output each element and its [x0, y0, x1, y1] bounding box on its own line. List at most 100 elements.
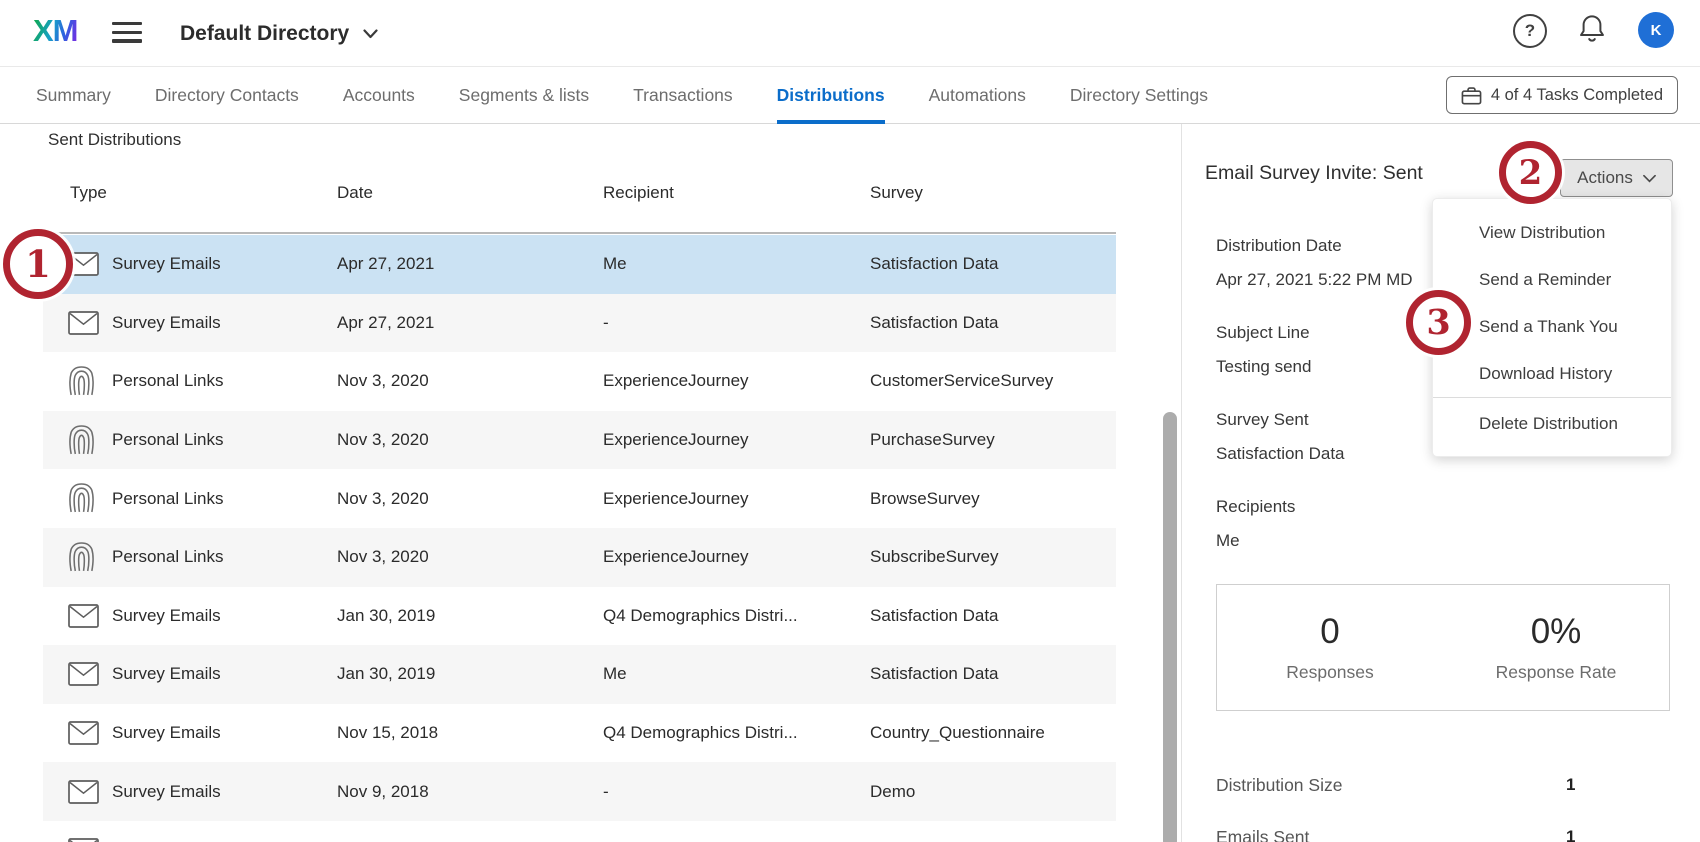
table-body: Survey Emails Apr 27, 2021 Me Satisfaction … [43, 235, 1116, 842]
cell-type: Survey Emails [112, 605, 221, 625]
cell-type: Survey Emails [112, 312, 221, 332]
cell-date: Nov 9, 2018 [337, 781, 429, 801]
cell-recipient: - [603, 312, 609, 332]
tab-bar: Summary Directory Contacts Accounts Segment… [0, 67, 1700, 124]
cell-survey: Satisfaction Data [870, 664, 999, 684]
menu-item-download-history[interactable]: Download History [1479, 363, 1613, 383]
vertical-scrollbar-thumb[interactable] [1163, 412, 1177, 842]
table-row[interactable]: Personal Links Nov 3, 2020 ExperienceJourn… [43, 527, 1116, 587]
table-row[interactable]: Personal Links Nov 3, 2020 ExperienceJourn… [43, 469, 1116, 528]
tab-summary[interactable]: Summary [36, 84, 111, 105]
detail-label: Distribution Date [1216, 236, 1342, 255]
stat-responses: 0 Responses [1217, 585, 1443, 710]
annotation-circle-2: 2 [1499, 141, 1562, 204]
detail-label: Recipients [1216, 497, 1296, 516]
detail-value: Apr 27, 2021 5:22 PM MD [1216, 270, 1413, 289]
notifications-bell-icon[interactable] [1578, 13, 1606, 49]
cell-date: Nov 15, 2018 [337, 723, 439, 743]
cell-date: Apr 27, 2021 [337, 254, 435, 274]
cell-date: Nov 3, 2020 [337, 488, 429, 508]
metric-label: Emails Sent [1216, 827, 1310, 842]
mail-icon [68, 779, 99, 804]
table-row[interactable]: Survey Emails Apr 27, 2021 Me Satisfaction … [43, 235, 1116, 294]
tab-automations[interactable]: Automations [928, 84, 1026, 105]
directory-picker[interactable]: Default Directory [180, 0, 378, 67]
tab-directory-settings[interactable]: Directory Settings [1069, 84, 1208, 105]
directory-picker-label: Default Directory [180, 21, 350, 45]
menu-item-delete-distribution[interactable]: Delete Distribution [1479, 414, 1618, 433]
tab-distributions[interactable]: Distributions [776, 67, 885, 124]
stat-value: 0 [1320, 612, 1340, 651]
table-row[interactable]: Survey Emails Jan 30, 2019 Me Satisfaction … [43, 645, 1116, 704]
cell-type: Survey Emails [112, 781, 221, 801]
cell-date: Apr 27, 2021 [337, 312, 435, 332]
mail-icon [68, 662, 99, 687]
table-row[interactable]: Personal Links Nov 3, 2020 ExperienceJourn… [43, 352, 1116, 411]
cell-recipient: ExperienceJourney [603, 488, 749, 508]
tab-accounts[interactable]: Accounts [342, 84, 415, 105]
cell-recipient: Me [603, 664, 627, 684]
panel-title: Email Survey Invite: Sent [1205, 162, 1423, 184]
tab-directory-contacts[interactable]: Directory Contacts [154, 84, 299, 105]
cell-survey: BrowseSurvey [870, 488, 980, 508]
cell-date: Jan 30, 2019 [337, 605, 436, 625]
table-row[interactable]: Personal Links Nov 3, 2020 ExperienceJourn… [43, 410, 1116, 470]
cell-date: Nov 3, 2020 [337, 547, 429, 567]
table-row-partial[interactable] [43, 821, 1116, 842]
cell-survey: SubscribeSurvey [870, 547, 999, 567]
cell-survey: Satisfaction Data [870, 605, 999, 625]
chevron-down-icon [363, 28, 378, 38]
user-avatar[interactable]: K [1638, 12, 1674, 48]
tab-transactions[interactable]: Transactions [633, 84, 733, 105]
cell-recipient: ExperienceJourney [603, 547, 749, 567]
cell-survey: CustomerServiceSurvey [870, 371, 1054, 391]
help-icon[interactable]: ? [1513, 14, 1547, 48]
cell-survey: Satisfaction Data [870, 254, 999, 274]
tab-bar-items: Summary Directory Contacts Accounts Segment… [0, 67, 1208, 124]
cell-recipient: ExperienceJourney [603, 430, 749, 450]
table-row[interactable]: Survey Emails Jan 30, 2019 Q4 Demographics… [43, 587, 1116, 646]
tab-segments-lists[interactable]: Segments & lists [458, 84, 590, 105]
detail-label: Subject Line [1216, 323, 1310, 342]
top-bar: XM Default Directory ? K [0, 0, 1700, 67]
actions-dropdown-menu: View Distribution Send a Reminder Send a T… [1432, 198, 1672, 457]
column-header-recipient: Recipient [603, 183, 674, 202]
stat-label: Response Rate [1495, 662, 1617, 682]
chevron-down-icon [1642, 174, 1656, 182]
annotation-number: 3 [1426, 302, 1451, 343]
xm-logo: XM [33, 13, 78, 48]
section-title: Sent Distributions [48, 130, 182, 149]
table-row[interactable]: Survey Emails Nov 9, 2018 - Demo [43, 762, 1116, 821]
stat-label: Responses [1286, 662, 1374, 682]
cell-type: Survey Emails [112, 664, 221, 684]
menu-item-view-distribution[interactable]: View Distribution [1479, 222, 1606, 242]
metric-row: Distribution Size 1 [1216, 775, 1636, 797]
metric-value: 1 [1566, 775, 1576, 794]
detail-group: Recipients Me [1216, 497, 1686, 551]
menu-item-send-a-thank-you[interactable]: Send a Thank You [1479, 316, 1618, 336]
table-row[interactable]: Survey Emails Nov 15, 2018 Q4 Demographics… [43, 704, 1116, 763]
hamburger-menu-icon[interactable] [112, 22, 142, 48]
detail-value: Testing send [1216, 357, 1312, 376]
actions-button[interactable]: Actions [1560, 159, 1673, 197]
cell-date: Jan 30, 2019 [337, 664, 436, 684]
cell-type: Personal Links [112, 488, 224, 508]
stat-value: 0% [1530, 612, 1582, 651]
cell-survey: Satisfaction Data [870, 312, 999, 332]
annotation-number: 1 [25, 242, 51, 286]
distributions-list-section: Sent Distributions Type Date Recipient S… [0, 124, 1182, 842]
mail-icon [68, 721, 99, 745]
detail-group: Distribution Date Apr 27, 2021 5:22 PM MD [1216, 236, 1686, 290]
table-header-divider [43, 232, 1116, 234]
menu-item-send-a-reminder[interactable]: Send a Reminder [1479, 269, 1612, 289]
fingerprint-icon [68, 542, 99, 573]
column-header-type: Type [70, 183, 107, 202]
menu-separator [1433, 397, 1671, 398]
metric-row: Emails Sent 1 [1216, 827, 1636, 842]
cell-survey: Country_Questionnaire [870, 723, 1045, 743]
tasks-completed-button[interactable]: 4 of 4 Tasks Completed [1445, 76, 1678, 114]
detail-fields: Distribution Date Apr 27, 2021 5:22 PM MD… [1216, 236, 1686, 584]
table-row[interactable]: Survey Emails Apr 27, 2021 - Satisfaction D… [43, 293, 1116, 353]
mail-icon [68, 604, 99, 628]
cell-recipient: - [603, 781, 609, 801]
